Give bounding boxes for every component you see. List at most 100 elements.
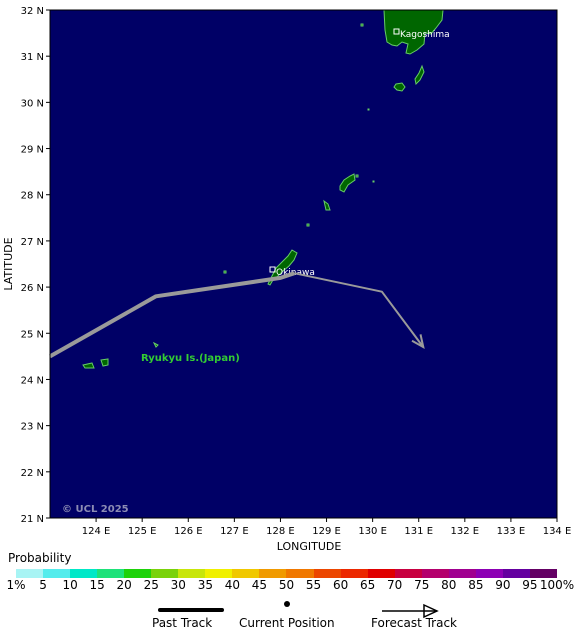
probability-swatch — [286, 569, 314, 578]
probability-label: 80 — [441, 578, 457, 592]
probability-label: 5 — [39, 578, 47, 592]
islet — [360, 23, 364, 27]
y-tick-label: 24 N — [21, 375, 44, 386]
probability-label: 85 — [468, 578, 484, 592]
y-tick-label: 31 N — [21, 52, 44, 63]
y-tick-label: 25 N — [21, 329, 44, 340]
probability-label: 75 — [414, 578, 430, 592]
y-tick-label: 26 N — [21, 283, 44, 294]
y-tick-label: 21 N — [21, 514, 44, 525]
probability-label: 90 — [495, 578, 511, 592]
iriomote-island — [82, 362, 95, 369]
probability-label: 95 — [522, 578, 538, 592]
probability-swatch — [70, 569, 98, 578]
probability-swatch — [259, 569, 287, 578]
x-axis-title: LONGITUDE — [277, 540, 342, 553]
islet — [306, 223, 310, 227]
probability-swatch — [340, 569, 368, 578]
probability-swatch — [475, 569, 503, 578]
yakushima-island — [393, 82, 406, 92]
map-frame — [49, 9, 558, 519]
probability-title: Probability — [8, 551, 72, 565]
probability-swatch — [97, 569, 125, 578]
miyako-island — [152, 341, 159, 348]
islet — [367, 108, 370, 111]
y-tick-label: 29 N — [21, 145, 44, 156]
legend-symbols — [158, 601, 439, 619]
ishigaki-island — [100, 358, 109, 367]
forecast-track-label: Forecast Track — [371, 616, 457, 630]
probability-swatch — [529, 569, 557, 578]
probability-swatch — [205, 569, 233, 578]
ocean-area — [50, 10, 557, 518]
x-tick-label: 130 E — [358, 526, 387, 537]
y-tick-label: 22 N — [21, 468, 44, 479]
islet — [355, 174, 359, 178]
probability-label: 100% — [539, 578, 575, 592]
probability-label: 10 — [62, 578, 78, 592]
y-axis-title: LATITUDE — [2, 237, 15, 290]
x-tick-label: 133 E — [497, 526, 526, 537]
probability-label: 30 — [170, 578, 186, 592]
forecast-arrowhead — [411, 334, 425, 350]
forecast-track-line — [294, 272, 425, 348]
probability-label: 50 — [278, 578, 295, 592]
x-tick-label: 125 E — [128, 526, 157, 537]
x-tick-label: 134 E — [543, 526, 572, 537]
probability-label: 45 — [251, 578, 268, 592]
y-axis: 32 N 31 N 30 N 29 N 28 N 27 N 26 N 25 N 24 N 23 N… — [21, 6, 50, 525]
probability-swatch — [43, 569, 71, 578]
probability-swatch — [232, 569, 260, 578]
y-tick-label: 27 N — [21, 237, 44, 248]
x-tick-label: 131 E — [404, 526, 433, 537]
probability-label: 40 — [224, 578, 241, 592]
y-tick-label: 30 N — [21, 98, 44, 109]
probability-labels: 1% 5 10 15 20 25 30 35 40 45 50 55 60 65 70 75 80 85 90 95 1… — [0, 578, 580, 594]
probability-label: 60 — [332, 578, 349, 592]
land-masses — [82, 9, 444, 369]
current-position-symbol — [284, 601, 290, 607]
x-tick-label: 127 E — [220, 526, 249, 537]
probability-swatch — [394, 569, 422, 578]
probability-label: 25 — [143, 578, 159, 592]
probability-label: 35 — [197, 578, 213, 592]
forecast-track-symbol-arrow — [423, 603, 439, 619]
ryukyu-region-label: Ryukyu Is.(Japan) — [141, 353, 240, 364]
tanegashima-island — [414, 64, 425, 86]
probability-swatch — [178, 569, 206, 578]
x-tick-label: 132 E — [451, 526, 480, 537]
probability-color-bar — [16, 569, 557, 578]
probability-swatch — [124, 569, 152, 578]
probability-swatch — [421, 569, 449, 578]
x-tick-label: 124 E — [82, 526, 111, 537]
probability-swatch — [151, 569, 179, 578]
probability-swatch — [313, 569, 341, 578]
storm-tracks — [49, 271, 425, 359]
probability-label: 15 — [89, 578, 105, 592]
y-tick-label: 28 N — [21, 191, 44, 202]
kagoshima-label: Kagoshima — [400, 30, 450, 40]
amami-oshima-island — [339, 173, 356, 193]
kagoshima-marker — [393, 28, 400, 35]
probability-label: 1% — [6, 578, 26, 592]
tokunoshima-island — [323, 199, 331, 211]
probability-swatch — [16, 569, 44, 578]
probability-label: 55 — [305, 578, 322, 592]
current-position-label: Current Position — [239, 616, 335, 630]
x-tick-label: 128 E — [266, 526, 295, 537]
probability-label: 65 — [360, 578, 376, 592]
probability-swatch — [448, 569, 476, 578]
y-tick-label: 32 N — [21, 6, 44, 17]
copyright-text: © UCL 2025 — [62, 504, 129, 515]
islet — [372, 180, 375, 183]
probability-label: 70 — [387, 578, 403, 592]
probability-swatch — [367, 569, 395, 578]
okinawa-marker — [269, 266, 276, 273]
x-axis: 124 E 125 E 126 E 127 E 128 E 129 E 130 E 131 E… — [82, 518, 572, 537]
x-tick-label: 129 E — [312, 526, 341, 537]
islet — [223, 270, 227, 274]
probability-swatch — [502, 569, 530, 578]
probability-label: 20 — [116, 578, 132, 592]
past-track-line — [49, 271, 295, 359]
